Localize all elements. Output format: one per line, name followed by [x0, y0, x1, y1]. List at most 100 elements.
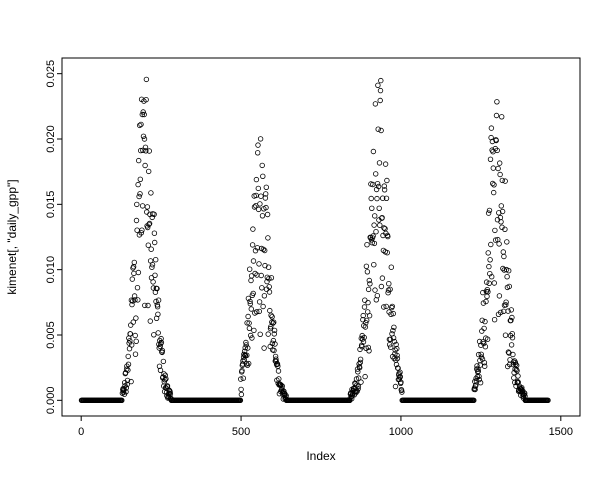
- data-point: [152, 257, 159, 263]
- data-point: [357, 364, 363, 371]
- data-point: [500, 265, 506, 272]
- data-point: [360, 317, 366, 323]
- data-point: [390, 327, 396, 334]
- data-point: [135, 269, 142, 276]
- data-point: [381, 183, 387, 189]
- data-point: [491, 189, 497, 196]
- data-point: [142, 144, 149, 150]
- data-point: [360, 312, 366, 319]
- data-point: [239, 368, 245, 374]
- data-point: [264, 211, 271, 218]
- data-point: [286, 397, 292, 403]
- data-point: [145, 242, 151, 248]
- data-point: [490, 180, 496, 187]
- data-point: [155, 330, 161, 336]
- data-point: [158, 339, 165, 346]
- data-point: [238, 386, 244, 393]
- data-point: [248, 306, 254, 312]
- data-point: [263, 191, 269, 197]
- data-point: [268, 312, 274, 318]
- data-point: [141, 136, 148, 142]
- data-point: [496, 293, 503, 299]
- data-point: [502, 226, 508, 232]
- data-point: [125, 353, 131, 360]
- data-point: [154, 285, 160, 292]
- data-point: [380, 195, 386, 201]
- data-point: [384, 249, 390, 256]
- data-point: [153, 298, 159, 305]
- data-point: [509, 314, 515, 321]
- data-point: [124, 381, 130, 388]
- data-point: [257, 136, 264, 142]
- data-point: [148, 246, 154, 252]
- data-point: [145, 302, 151, 309]
- data-point: [168, 395, 174, 402]
- data-point: [379, 275, 386, 281]
- data-point: [354, 382, 360, 388]
- data-point: [388, 311, 394, 317]
- data-point: [378, 283, 385, 290]
- data-point: [163, 376, 169, 382]
- data-point: [364, 317, 370, 324]
- data-point: [155, 311, 161, 317]
- y-axis-tick-label: 0.005: [45, 321, 57, 349]
- data-point: [147, 318, 153, 324]
- data-point: [156, 363, 163, 369]
- data-point: [389, 303, 395, 310]
- data-point: [478, 351, 484, 357]
- y-axis-tick-label: 0.020: [45, 125, 57, 153]
- data-point: [127, 331, 134, 337]
- data-point: [484, 293, 490, 300]
- data-point: [486, 207, 493, 214]
- data-point: [483, 298, 489, 305]
- data-point: [266, 289, 273, 295]
- data-point: [127, 322, 134, 328]
- data-point: [371, 222, 377, 228]
- data-point: [372, 213, 378, 219]
- data-point: [255, 206, 262, 213]
- data-point: [245, 313, 251, 320]
- data-point: [476, 376, 482, 383]
- data-point: [358, 379, 364, 385]
- data-point: [132, 351, 139, 357]
- data-point: [276, 376, 282, 382]
- data-point: [499, 114, 505, 120]
- data-point: [133, 217, 140, 224]
- data-point: [266, 276, 272, 282]
- data-point: [253, 176, 260, 183]
- data-point: [142, 302, 148, 309]
- data-point: [500, 308, 507, 314]
- data-point: [251, 327, 257, 334]
- data-point: [131, 293, 138, 299]
- data-point: [481, 360, 488, 366]
- data-point: [498, 219, 504, 225]
- data-point: [260, 246, 267, 252]
- data-point: [257, 331, 263, 337]
- data-point: [497, 160, 503, 166]
- data-point: [385, 233, 391, 240]
- data-point: [139, 227, 145, 233]
- data-point: [271, 347, 277, 354]
- data-point: [149, 264, 155, 270]
- data-point: [272, 353, 279, 360]
- data-point: [502, 178, 508, 184]
- data-point: [362, 373, 368, 380]
- data-point: [503, 302, 509, 308]
- data-point: [502, 332, 509, 338]
- data-point: [155, 297, 162, 303]
- data-point: [375, 126, 381, 132]
- data-point: [388, 344, 394, 350]
- data-point: [134, 285, 141, 291]
- data-point: [487, 257, 493, 263]
- data-point: [146, 221, 152, 228]
- data-point: [256, 308, 262, 315]
- data-point: [245, 295, 252, 302]
- data-point: [509, 331, 515, 337]
- data-point: [250, 258, 257, 264]
- data-point: [246, 320, 252, 326]
- data-point: [247, 301, 253, 307]
- data-point: [136, 122, 143, 129]
- data-point: [376, 205, 382, 211]
- data-point: [132, 297, 138, 303]
